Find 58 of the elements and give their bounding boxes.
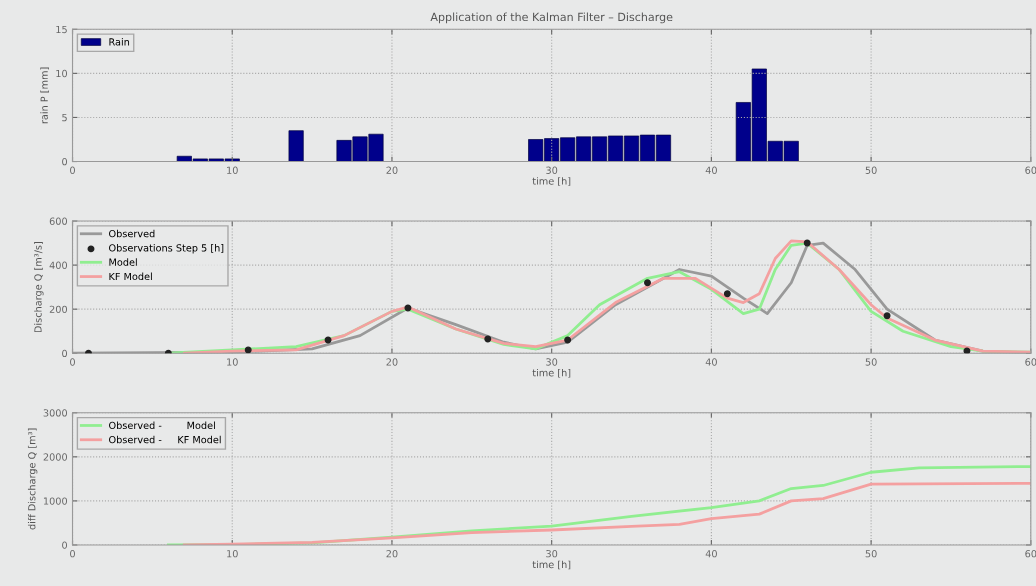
legend-label: Model — [109, 258, 137, 266]
y-tick-label: 10 — [56, 69, 68, 78]
y-tick-label: 200 — [49, 305, 68, 314]
y-tick-label: 400 — [49, 261, 68, 269]
point — [963, 347, 971, 354]
bar — [288, 130, 304, 162]
point — [484, 335, 492, 343]
point — [723, 290, 731, 298]
point — [644, 279, 651, 287]
x-tick-label: 20 — [386, 550, 398, 558]
x-tick-label: 30 — [546, 358, 558, 366]
x-tick-label: 10 — [227, 166, 238, 174]
x-tick-label: 40 — [705, 358, 717, 366]
y-axis-title: rain P [mm] — [40, 67, 49, 124]
y-tick-label: 0 — [62, 349, 68, 358]
legend-label: Observed - KF Model — [109, 435, 221, 444]
x-axis-title: time [h] — [532, 177, 571, 186]
x-axis-title: time [h] — [532, 560, 571, 570]
x-tick-label: 30 — [546, 550, 558, 558]
legend-label: KF Model — [109, 272, 152, 281]
x-tick-label: 60 — [1025, 358, 1036, 366]
x-tick-label: 60 — [1025, 166, 1036, 174]
legend-label: Observations Step 5 [h] — [109, 244, 224, 254]
x-tick-label: 60 — [1025, 550, 1036, 558]
x-tick-label: 0 — [70, 166, 75, 174]
y-tick-label: 0 — [62, 158, 68, 166]
point — [404, 304, 412, 312]
x-tick-label: 40 — [705, 166, 717, 174]
chart-title: Application of the Kalman Filter – Discharge — [430, 12, 673, 24]
y-axis-title: Discharge Q [m³/s] — [34, 242, 44, 333]
y-tick-label: 2000 — [43, 453, 68, 461]
x-tick-label: 10 — [227, 358, 238, 366]
x-tick-label: 20 — [386, 358, 398, 366]
y-tick-label: 600 — [49, 217, 68, 225]
legend-label: Rain — [109, 38, 130, 46]
y-tick-label: 15 — [56, 25, 67, 34]
y-tick-label: 5 — [62, 114, 67, 122]
x-tick-label: 50 — [865, 166, 877, 174]
x-tick-label: 50 — [865, 550, 877, 558]
y-tick-label: 0 — [62, 541, 68, 549]
y-tick-label: 1000 — [43, 497, 68, 505]
legend-label: Observed - Model — [109, 421, 215, 430]
point — [564, 336, 572, 344]
point — [85, 349, 92, 354]
legend-label: Observed — [109, 229, 155, 238]
x-tick-label: 10 — [227, 550, 238, 558]
x-tick-label: 30 — [546, 166, 558, 174]
x-tick-label: 20 — [386, 166, 398, 174]
point — [883, 312, 891, 320]
x-tick-label: 40 — [705, 550, 717, 558]
y-tick-label: 3000 — [43, 409, 68, 417]
x-tick-label: 0 — [70, 550, 75, 558]
x-axis-title: time [h] — [532, 368, 571, 378]
x-tick-label: 0 — [70, 358, 75, 366]
y-axis-title: diff Discharge Q [m³] — [27, 428, 38, 530]
x-tick-label: 50 — [865, 358, 877, 366]
point — [803, 239, 811, 247]
point — [244, 346, 252, 354]
